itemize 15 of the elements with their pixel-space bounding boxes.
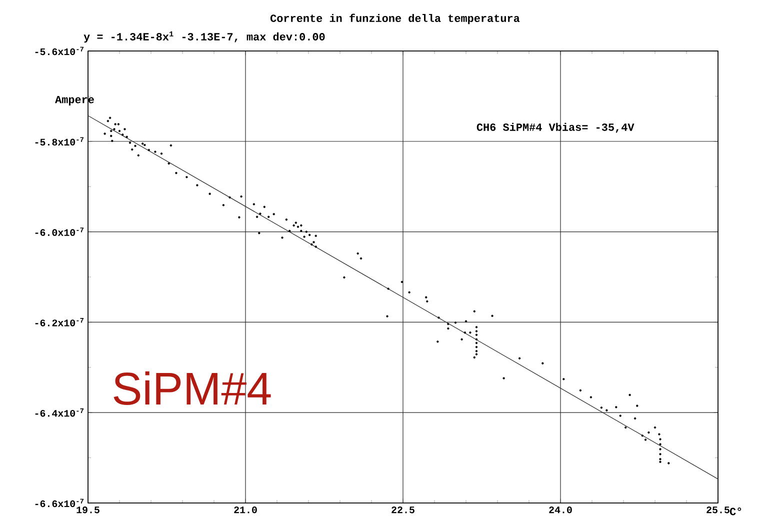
x-tick-label: 25.5: [706, 506, 730, 514]
x-tick-label: 22.5: [392, 506, 414, 514]
chart-subtitle: y = -1.34E-8x$^{1}$ -3.13E-7, max dev:0.00: [84, 31, 325, 43]
annotation: CH6 SiPM#4 Vbias= -35,4V: [476, 122, 634, 133]
x-tick-label: 24.0: [549, 506, 572, 514]
y-tick-label: -6.0x10$^{-7}$: [35, 228, 84, 236]
y-tick-label: -6.6x10$^{-7}$: [35, 498, 84, 508]
x-tick-label: 19.5: [76, 506, 100, 514]
chart-title: Corrente in funzione della temperatura: [270, 14, 520, 24]
y-tick-label: -5.8x10$^{-7}$: [35, 137, 84, 146]
x-axis-title: C°: [730, 508, 742, 516]
y-tick-label: -6.4x10$^{-7}$: [35, 408, 84, 417]
y-tick-label: -6.2x10$^{-7}$: [35, 318, 84, 326]
x-tick-label: 21.0: [234, 506, 257, 514]
y-tick-label: -5.6x10$^{-7}$: [35, 46, 84, 56]
